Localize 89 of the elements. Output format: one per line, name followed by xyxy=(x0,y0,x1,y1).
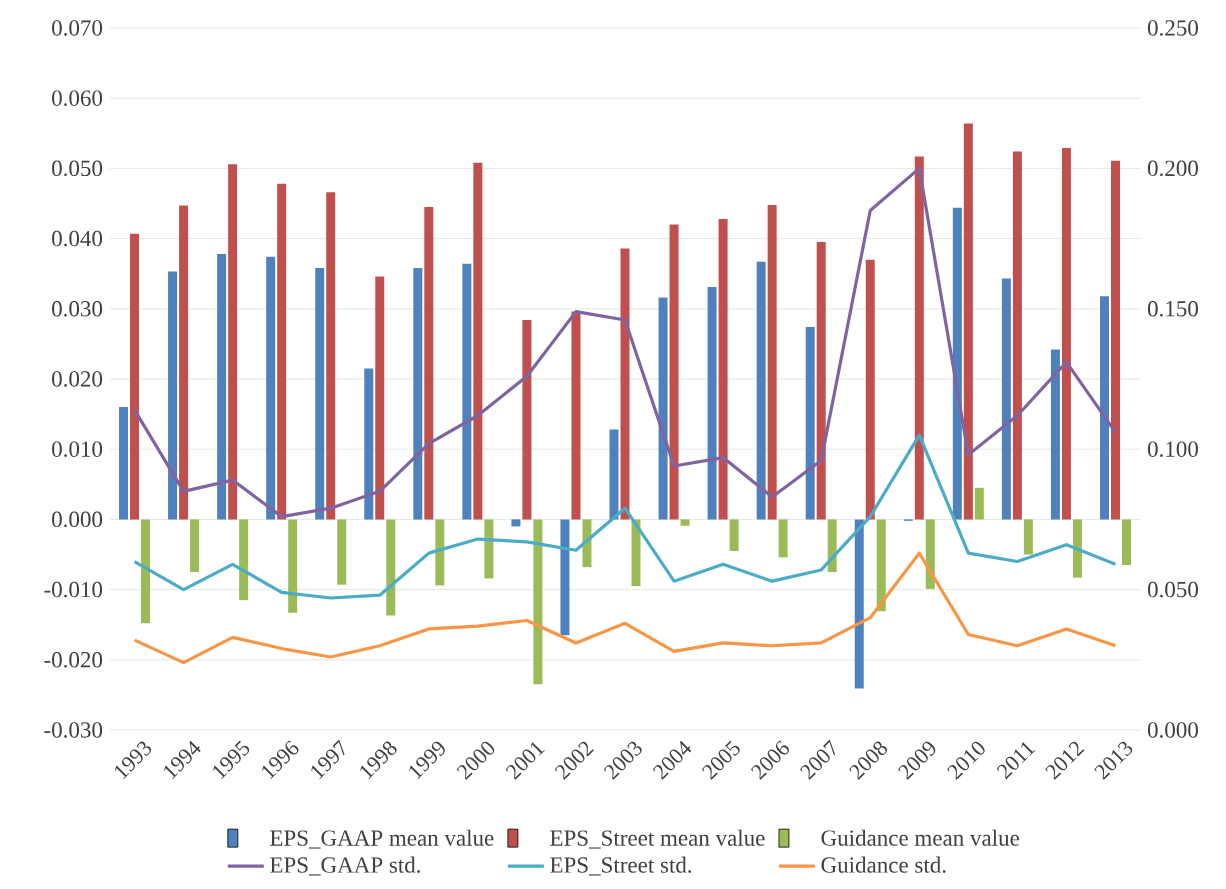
legend-label: Guidance mean value xyxy=(821,829,1020,846)
y-tick-label: 0.020 xyxy=(52,371,103,387)
bar xyxy=(277,183,287,520)
bar xyxy=(680,519,690,526)
x-tick-label: 2011 xyxy=(996,742,1036,780)
y-tick-label: 0.070 xyxy=(52,20,103,36)
y-tick-label: 0.000 xyxy=(52,511,103,528)
y-tick-label: 0.050 xyxy=(52,160,103,177)
bar xyxy=(228,164,238,520)
bar xyxy=(435,519,445,586)
bar xyxy=(326,192,336,520)
bar xyxy=(620,248,630,520)
bar xyxy=(707,287,717,520)
bar xyxy=(1121,519,1131,566)
bar xyxy=(130,233,140,520)
line-series xyxy=(132,166,1118,519)
bar xyxy=(288,519,298,613)
legend-label: EPS_Street mean value xyxy=(550,829,765,849)
bar xyxy=(1023,519,1033,555)
bar xyxy=(963,123,973,520)
bar xyxy=(413,268,423,520)
bar xyxy=(1012,151,1022,520)
bar xyxy=(925,519,935,589)
bar xyxy=(1001,278,1011,520)
y2-tick-label: 0.250 xyxy=(1147,20,1198,36)
y-tick-label: -0.020 xyxy=(44,652,103,668)
bar xyxy=(571,311,581,520)
bar xyxy=(484,519,494,579)
bar xyxy=(424,207,434,520)
y-tick-label: 0.040 xyxy=(52,230,103,247)
bar xyxy=(854,519,864,689)
bar xyxy=(952,207,962,520)
bar xyxy=(1072,519,1082,578)
bar xyxy=(560,519,570,636)
bar xyxy=(1110,160,1120,520)
bar xyxy=(266,256,276,520)
bar xyxy=(119,407,129,520)
bar xyxy=(511,519,521,527)
y2-tick-label: 0.050 xyxy=(1147,581,1198,598)
bar xyxy=(315,268,325,520)
bar xyxy=(729,519,739,551)
bar xyxy=(914,156,924,520)
bar xyxy=(609,429,619,520)
bar xyxy=(816,242,826,520)
bar xyxy=(522,320,532,520)
legend-label: EPS_Street std. xyxy=(550,856,692,876)
bar xyxy=(386,519,396,616)
legend-label: Guidance std. xyxy=(821,856,946,873)
bar xyxy=(1050,349,1060,520)
bar xyxy=(767,204,777,520)
bar xyxy=(778,519,788,558)
bar xyxy=(974,487,984,520)
bar xyxy=(756,261,766,520)
bar xyxy=(827,519,837,573)
bar xyxy=(658,297,668,520)
bar xyxy=(876,519,886,612)
bar xyxy=(718,218,728,520)
bar xyxy=(239,519,249,601)
bar xyxy=(582,519,592,568)
bar xyxy=(805,327,815,520)
bar xyxy=(179,205,189,520)
bar xyxy=(337,519,347,585)
bar xyxy=(168,271,178,520)
y2-tick-label: 0.000 xyxy=(1147,722,1198,738)
line-series xyxy=(132,551,1118,665)
y-tick-label: -0.010 xyxy=(44,581,103,598)
y-tick-label: 0.060 xyxy=(52,90,103,106)
y2-tick-label: 0.100 xyxy=(1147,441,1198,457)
line-series xyxy=(132,433,1118,600)
bar xyxy=(462,263,472,520)
bar xyxy=(1061,148,1071,520)
y-tick-label: 0.030 xyxy=(52,301,103,317)
bar xyxy=(141,519,151,624)
bar xyxy=(364,368,374,520)
bar xyxy=(1099,296,1109,520)
y-tick-label: -0.030 xyxy=(44,722,103,738)
y-tick-label: 0.010 xyxy=(52,441,103,457)
bar xyxy=(669,224,679,520)
bar xyxy=(190,519,200,573)
y2-tick-label: 0.200 xyxy=(1147,160,1198,177)
legend-label: EPS_GAAP mean value xyxy=(270,829,494,849)
bar xyxy=(631,519,641,587)
legend-label: EPS_GAAP std. xyxy=(270,856,420,876)
bar xyxy=(865,259,875,520)
bar xyxy=(375,276,385,520)
bar xyxy=(473,162,483,520)
y2-tick-label: 0.150 xyxy=(1147,301,1198,317)
bar xyxy=(217,254,227,520)
bar xyxy=(533,519,543,685)
